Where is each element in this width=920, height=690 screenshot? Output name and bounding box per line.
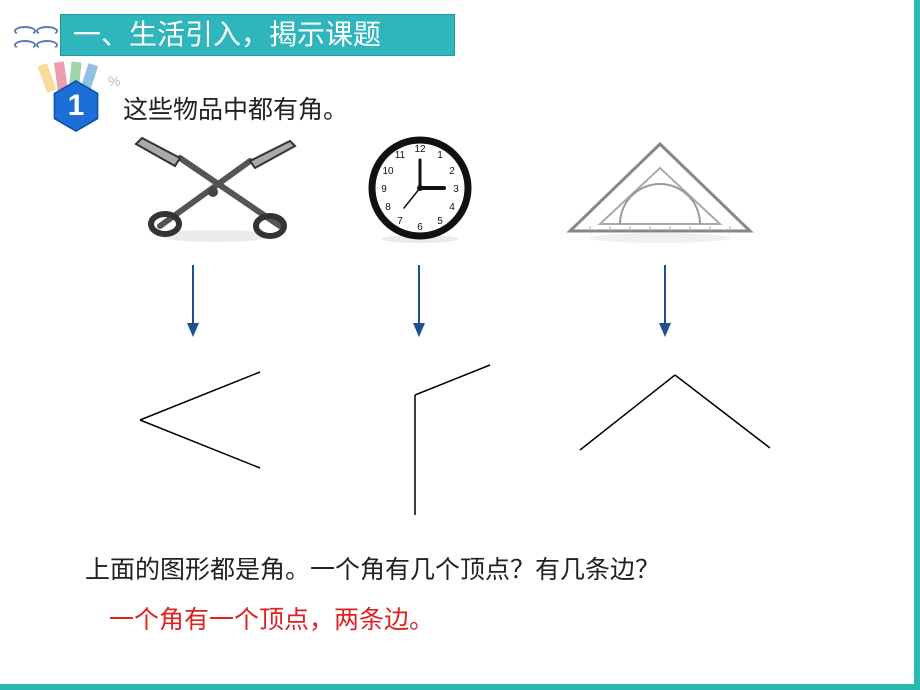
angles-row [0, 360, 920, 500]
svg-text:5: 5 [437, 216, 443, 227]
arrow-down-icon [664, 265, 666, 335]
frame-right [914, 0, 920, 688]
intro-text: 这些物品中都有角。 [123, 90, 348, 126]
angle-right-icon [370, 360, 500, 520]
svg-text:3: 3 [453, 184, 459, 195]
svg-text:4: 4 [449, 202, 455, 213]
answer-text: 一个角有一个顶点，两条边。 [109, 600, 434, 636]
svg-text:1: 1 [437, 150, 443, 161]
section-title-tab: 一、生活引入，揭示课题 [60, 14, 455, 56]
svg-text:%: % [108, 73, 120, 89]
scissors-icon [130, 136, 300, 246]
svg-text:2: 2 [449, 166, 455, 177]
arrow-down-icon [418, 265, 420, 335]
svg-text:6: 6 [417, 222, 423, 233]
frame-bottom [0, 684, 920, 690]
svg-text:11: 11 [395, 150, 406, 161]
svg-text:7: 7 [397, 216, 403, 227]
step-number: 1 [68, 89, 85, 122]
question-text: 上面的图形都是角。一个角有几个顶点？有几条边？ [85, 550, 660, 586]
svg-text:8: 8 [385, 202, 391, 213]
items-row: 12 3 6 9 1 2 4 5 7 8 10 11 [0, 136, 920, 256]
svg-text:10: 10 [382, 166, 394, 177]
angle-obtuse-icon [570, 360, 780, 480]
svg-text:9: 9 [381, 184, 387, 195]
arrow-down-icon [192, 265, 194, 335]
set-square-icon [560, 136, 760, 246]
angle-acute-icon [120, 360, 280, 480]
section-title-text: 一、生活引入，揭示课题 [73, 20, 381, 51]
svg-text:12: 12 [414, 144, 426, 155]
clock-icon: 12 3 6 9 1 2 4 5 7 8 10 11 [360, 136, 480, 246]
